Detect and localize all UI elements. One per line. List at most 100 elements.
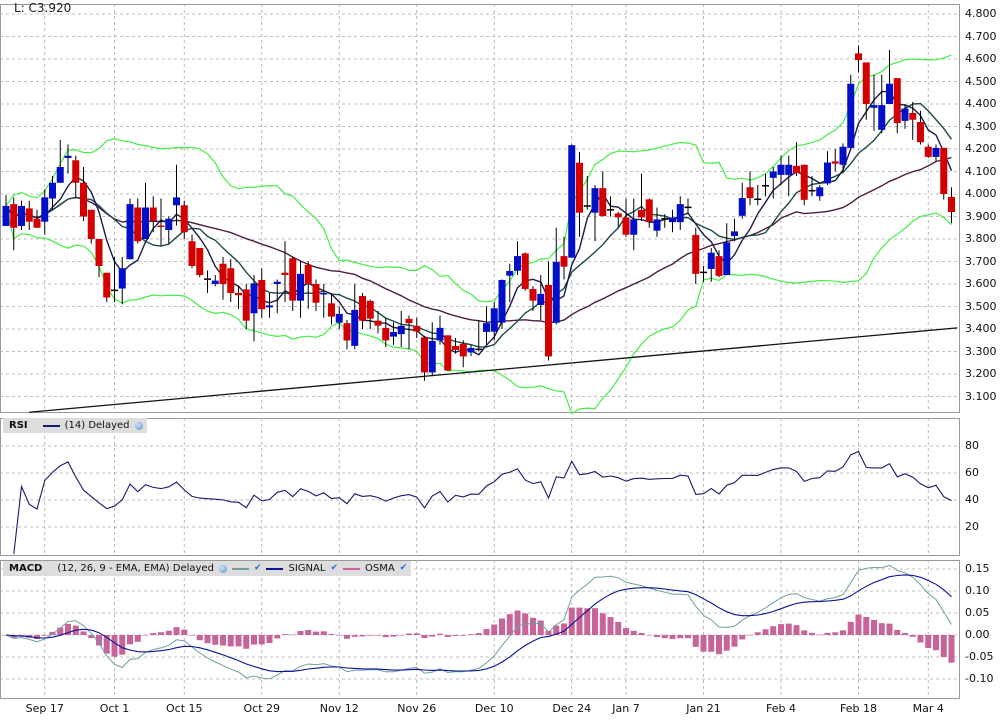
candle-body xyxy=(180,205,188,233)
macd-visible-checkbox[interactable]: ✔ xyxy=(253,563,262,573)
candle-body xyxy=(196,248,204,275)
price-axis-tick: 4.100 xyxy=(965,164,997,178)
osma-bar xyxy=(669,635,676,640)
osma-bar xyxy=(863,616,870,635)
price-axis-tick: 4.300 xyxy=(965,119,997,133)
osma-bar xyxy=(909,635,916,637)
price-axis-tick: 4.700 xyxy=(965,29,997,43)
candle-body xyxy=(64,155,72,158)
osma-bar xyxy=(739,635,746,640)
osma-bar xyxy=(483,628,490,635)
candle-body xyxy=(568,145,576,258)
globe-icon[interactable] xyxy=(218,564,227,573)
osma-bar xyxy=(793,625,800,635)
candle-body xyxy=(173,197,180,206)
price-panel xyxy=(0,4,960,413)
candle-body xyxy=(413,325,421,332)
candle-body xyxy=(250,283,258,314)
osma-bar xyxy=(584,608,591,635)
globe-icon[interactable] xyxy=(134,421,143,430)
candle-body xyxy=(715,256,723,276)
candle-body xyxy=(746,187,754,199)
candle-body xyxy=(754,198,762,200)
osma-visible-checkbox[interactable]: ✔ xyxy=(399,563,408,573)
price-axis-tick: 3.700 xyxy=(965,254,997,268)
candle-body xyxy=(320,293,328,295)
candle-body xyxy=(289,258,297,301)
osma-bar xyxy=(336,635,343,636)
osma-bar xyxy=(894,629,901,635)
candle-body xyxy=(335,313,343,323)
osma-bar xyxy=(762,629,769,635)
candle-body xyxy=(111,289,118,292)
osma-bar xyxy=(359,635,366,637)
signal-visible-checkbox[interactable]: ✔ xyxy=(330,563,338,573)
bollinger-upper-line xyxy=(5,54,952,303)
candle-body xyxy=(599,188,607,217)
osma-bar xyxy=(181,629,188,635)
candle-body xyxy=(33,218,41,228)
candle-body xyxy=(793,165,800,174)
osma-bar xyxy=(615,621,622,635)
osma-bar xyxy=(855,614,862,635)
date-axis-tick: Sep 17 xyxy=(25,702,64,715)
price-axis-tick: 4.200 xyxy=(965,142,997,155)
osma-bar xyxy=(607,617,614,635)
candle-body xyxy=(165,218,173,230)
candle-body xyxy=(552,261,560,323)
candle-body xyxy=(103,272,111,298)
candle-body xyxy=(25,208,33,222)
osma-bar xyxy=(289,634,296,635)
osma-bar xyxy=(871,620,877,635)
rsi-panel xyxy=(0,418,960,556)
last-price-label: L: C3.920 xyxy=(14,1,72,15)
candle-body xyxy=(630,219,638,235)
candle-body xyxy=(855,53,862,61)
osma-bar xyxy=(754,632,761,635)
price-axis-tick: 3.600 xyxy=(965,277,997,290)
candle-body xyxy=(374,320,382,326)
rsi-axis-tick: 40 xyxy=(965,493,979,506)
osma-bar xyxy=(437,633,443,635)
candle-body xyxy=(87,209,95,239)
macd-line xyxy=(5,564,952,680)
osma-bar xyxy=(34,635,40,640)
candle-body xyxy=(258,279,266,310)
osma-bar xyxy=(103,635,110,654)
osma-bar xyxy=(227,635,234,647)
signal-line-swatch xyxy=(266,567,284,570)
date-axis-tick: Jan 21 xyxy=(686,702,721,715)
candle-body xyxy=(142,207,149,239)
osma-bar xyxy=(80,631,87,635)
candle-body xyxy=(444,335,452,371)
rsi-legend: RSI (14) Delayed xyxy=(3,418,147,433)
date-axis-tick: Dec 24 xyxy=(552,702,592,715)
osma-bar xyxy=(165,630,172,635)
candle-body xyxy=(204,278,211,280)
osma-bar xyxy=(119,635,126,655)
rsi-title: RSI xyxy=(9,420,28,431)
osma-bar xyxy=(917,635,924,643)
osma-bar xyxy=(57,627,64,635)
candle-body xyxy=(227,268,235,293)
osma-bar xyxy=(925,635,932,649)
price-axis-tick: 3.500 xyxy=(965,299,997,313)
candle-body xyxy=(777,164,785,175)
osma-bar xyxy=(809,632,815,635)
candle-body xyxy=(948,196,955,212)
candle-body xyxy=(157,225,165,227)
osma-bar xyxy=(274,635,281,639)
candle-body xyxy=(397,325,405,335)
candle-body xyxy=(483,323,490,332)
candle-body xyxy=(862,62,870,104)
candle-body xyxy=(18,205,25,226)
osma-bar xyxy=(506,614,513,635)
candle-body xyxy=(343,323,351,341)
candle-body xyxy=(917,122,924,143)
osma-bar xyxy=(382,635,389,638)
candle-body xyxy=(591,188,599,213)
candle-body xyxy=(684,206,692,209)
osma-bar xyxy=(948,635,955,663)
date-axis-tick: Oct 1 xyxy=(99,702,130,715)
